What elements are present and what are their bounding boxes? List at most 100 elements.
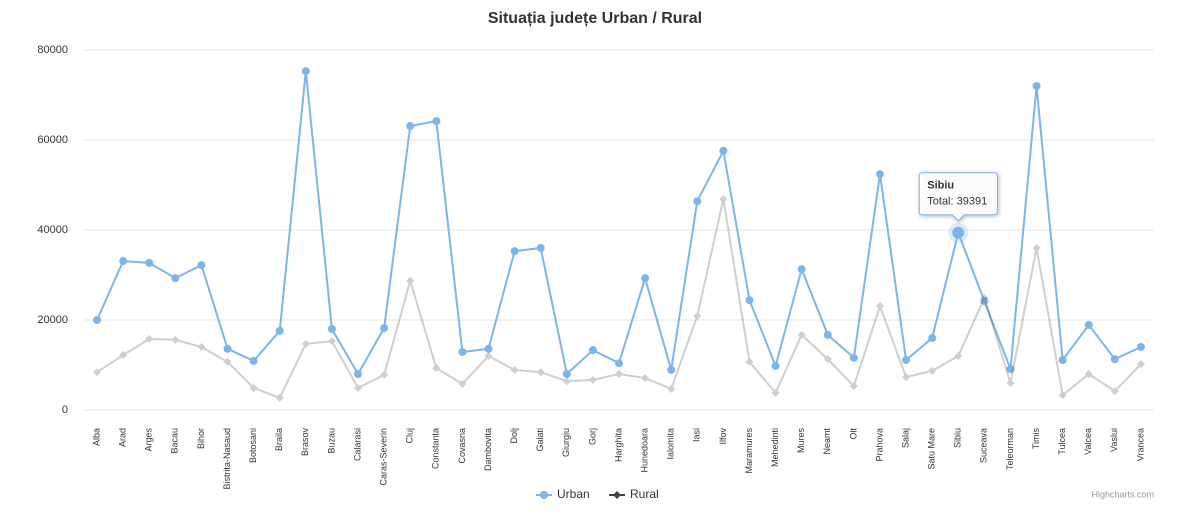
point[interactable] [510,365,519,374]
point[interactable] [902,356,911,365]
tooltip-box [918,172,998,222]
point[interactable] [1136,343,1145,351]
point[interactable] [928,366,937,375]
point[interactable] [197,343,206,351]
series-line [96,71,1142,377]
y-tick-label: 20000 [37,314,68,326]
point[interactable] [432,364,441,373]
point[interactable] [875,302,884,311]
point[interactable] [849,353,858,362]
point[interactable] [380,370,389,379]
point[interactable] [667,384,676,393]
point[interactable] [145,334,154,343]
point[interactable] [93,316,102,324]
legend-item[interactable]: Urban [536,487,590,501]
point[interactable] [432,117,441,126]
point[interactable] [980,293,989,302]
point[interactable] [641,274,650,283]
point[interactable] [719,194,728,203]
point[interactable] [406,276,415,285]
point[interactable] [1032,244,1041,252]
point[interactable] [745,357,754,366]
point[interactable] [275,326,284,335]
point[interactable] [952,226,965,239]
point[interactable] [615,359,623,368]
credits[interactable]: Highcharts.com [1091,489,1154,499]
point[interactable] [145,258,154,267]
point[interactable] [197,261,206,270]
point[interactable] [223,344,232,353]
point[interactable] [823,330,832,339]
x-tick-label: Neamt [822,428,832,455]
point[interactable] [641,374,650,383]
point[interactable] [458,379,467,388]
point[interactable] [1058,391,1067,400]
point[interactable] [693,311,702,320]
point[interactable] [406,122,415,131]
point[interactable] [484,352,493,360]
point[interactable] [327,325,336,333]
x-tick-label: Tulcea [1057,428,1067,455]
point[interactable] [797,330,806,339]
point[interactable] [93,368,102,377]
point[interactable] [1058,356,1067,365]
point[interactable] [1006,379,1015,387]
point[interactable] [562,370,571,378]
point[interactable] [615,370,623,378]
point[interactable] [980,297,989,306]
legend-item[interactable]: Rural [609,487,659,501]
point[interactable] [1084,320,1093,329]
point[interactable] [249,356,258,365]
x-tick-label: Gorj [587,428,597,445]
point[interactable] [354,370,363,378]
x-tick-label: Botosani [248,428,258,463]
point[interactable] [119,351,128,360]
point[interactable] [562,377,571,386]
point[interactable] [902,373,911,382]
legend-label: Rural [630,487,659,501]
point[interactable] [588,375,597,384]
x-tick-label: Bistrita-Nasaud [222,428,232,490]
point[interactable] [510,247,519,256]
point[interactable] [667,365,676,374]
point[interactable] [719,146,728,155]
point[interactable] [380,324,389,333]
point[interactable] [249,383,258,392]
point[interactable] [301,339,310,348]
point[interactable] [171,274,180,283]
point[interactable] [693,197,702,206]
point[interactable] [1110,387,1119,396]
x-tick-label: Hunedoara [639,428,649,473]
series [93,67,1145,378]
point[interactable] [354,383,363,392]
point[interactable] [536,244,545,252]
point[interactable] [928,334,937,342]
point[interactable] [171,335,180,344]
x-tick-label: Caras-Severin [378,428,388,486]
point[interactable] [797,265,806,274]
point[interactable] [745,296,754,305]
point[interactable] [1110,355,1119,364]
point[interactable] [327,337,336,346]
point[interactable] [1136,360,1145,369]
point[interactable] [119,257,128,266]
point[interactable] [1006,365,1015,374]
point[interactable] [771,388,780,397]
point[interactable] [954,352,963,360]
point[interactable] [875,170,884,179]
point[interactable] [301,67,310,76]
legend-symbol [613,491,621,499]
point[interactable] [1032,82,1041,90]
x-tick-label: Teleorman [1005,428,1015,470]
point[interactable] [223,357,232,366]
point[interactable] [1084,370,1093,378]
point[interactable] [849,382,858,391]
point[interactable] [823,355,832,364]
point[interactable] [588,346,597,355]
point[interactable] [536,368,545,377]
point[interactable] [771,361,780,370]
point[interactable] [484,344,493,353]
x-tick-label: Dolj [509,428,519,444]
point[interactable] [458,347,467,356]
point[interactable] [275,393,284,402]
